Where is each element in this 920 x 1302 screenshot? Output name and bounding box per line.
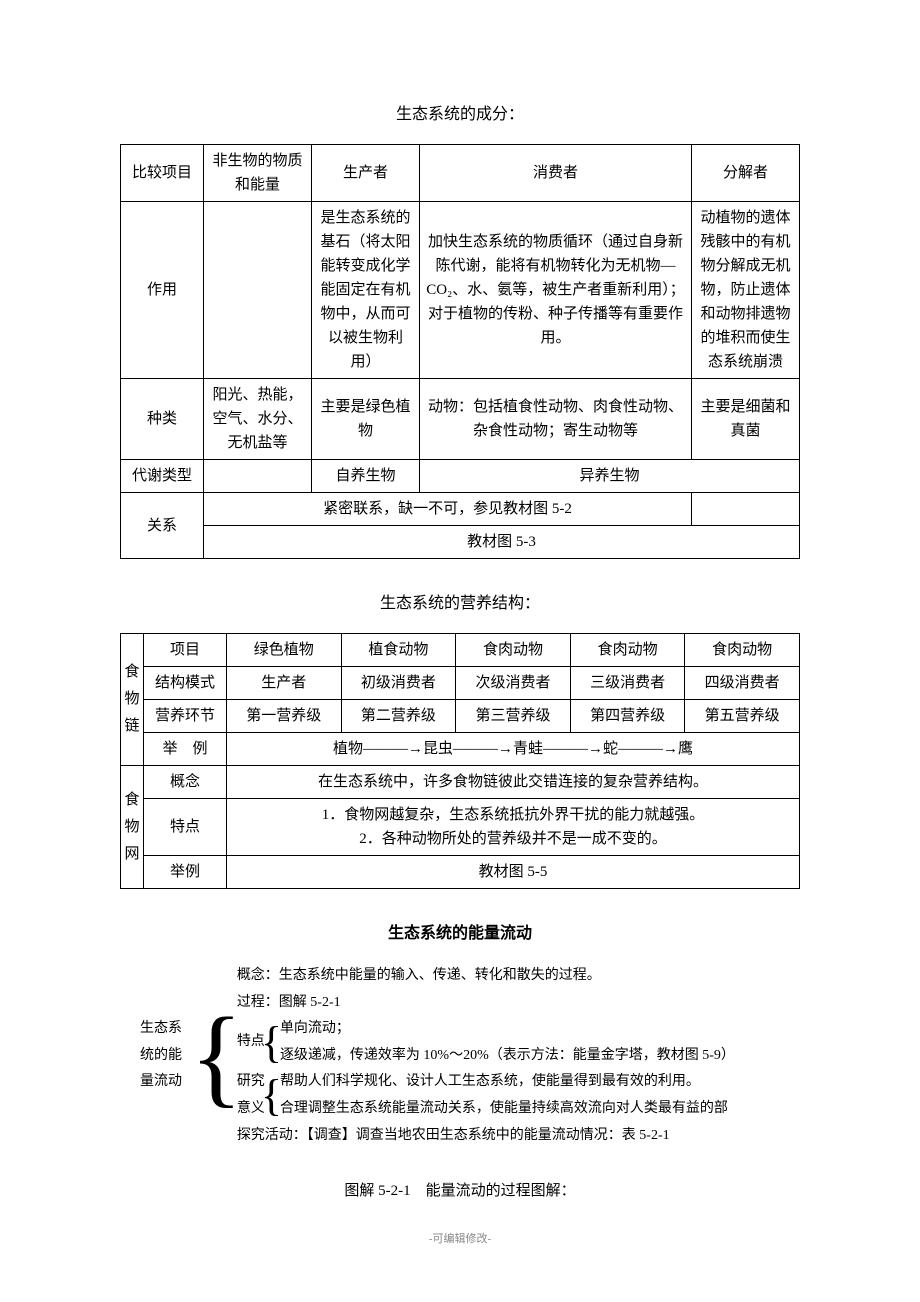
row-label: 特点 xyxy=(144,799,227,856)
row-label: 营养环节 xyxy=(144,700,227,733)
cell: 紧密联系，缺一不可，参见教材图 5-2 xyxy=(204,493,692,526)
row-label: 概念 xyxy=(144,766,227,799)
cell: 初级消费者 xyxy=(341,667,456,700)
row-type-label: 种类 xyxy=(121,379,204,460)
cell: 阳光、热能，空气、水分、无机盐等 xyxy=(204,379,312,460)
figure-caption: 图解 5-2-1 能量流动的过程图解： xyxy=(120,1179,800,1200)
nutrition-table: 食物链 项目 绿色植物 植食动物 食肉动物 食肉动物 食肉动物 结构模式 生产者… xyxy=(120,633,800,889)
cell: 主要是细菌和真菌 xyxy=(692,379,800,460)
cell xyxy=(692,493,800,526)
table-row: 关系 紧密联系，缺一不可，参见教材图 5-2 xyxy=(121,493,800,526)
header-abiotic: 非生物的物质和能量 xyxy=(204,145,312,202)
row-label: 举例 xyxy=(144,856,227,889)
row-role-label: 作用 xyxy=(121,202,204,379)
cell: 第二营养级 xyxy=(341,700,456,733)
row-metabolism-label: 代谢类型 xyxy=(121,460,204,493)
cell: 在生态系统中，许多食物链彼此交错连接的复杂营养结构。 xyxy=(227,766,800,799)
header-compare: 比较项目 xyxy=(121,145,204,202)
section1-title: 生态系统的成分： xyxy=(120,100,800,124)
footer-note: -可编辑修改- xyxy=(120,1230,800,1246)
row-relation-label: 关系 xyxy=(121,493,204,559)
cell: 加快生态系统的物质循环（通过自身新陈代谢，能将有机物转化为无机物—CO₂、水、氨… xyxy=(420,202,692,379)
table-row: 种类 阳光、热能，空气、水分、无机盐等 主要是绿色植物 动物：包括植食性动物、肉… xyxy=(121,379,800,460)
cell: 第四营养级 xyxy=(570,700,685,733)
cell: 动物：包括植食性动物、肉食性动物、杂食性动物；寄生动物等 xyxy=(420,379,692,460)
row-label: 结构模式 xyxy=(144,667,227,700)
outline-activity: 探究活动：【调查】调查当地农田生态系统中的能量流动情况：表 5-2-1 xyxy=(237,1123,735,1150)
feature-children: 单向流动； 逐级递减，传递效率为 10%～20%（表示方法：能量金字塔，教材图 … xyxy=(280,1016,735,1069)
cell: 植物———→昆虫———→青蛙———→蛇———→鹰 xyxy=(227,733,800,766)
feature-2: 逐级递减，传递效率为 10%～20%（表示方法：能量金字塔，教材图 5-9） xyxy=(280,1043,735,1070)
section3-title: 生态系统的能量流动 xyxy=(120,919,800,943)
cell: 教材图 5-3 xyxy=(204,526,800,559)
header: 食肉动物 xyxy=(456,634,571,667)
table-row: 结构模式 生产者 初级消费者 次级消费者 三级消费者 四级消费者 xyxy=(121,667,800,700)
page: 生态系统的成分： 比较项目 非生物的物质和能量 生产者 消费者 分解者 作用 是… xyxy=(0,0,920,1286)
table-row: 作用 是生态系统的基石（将太阳能转变成化学能固定在有机物中，从而可以被生物利用）… xyxy=(121,202,800,379)
outline-significance: 研究意义 { 帮助人们科学规化、设计人工生态系统，使能量得到最有效的利用。 合理… xyxy=(237,1069,735,1122)
children: 概念：生态系统中能量的输入、传递、转化和散失的过程。 过程：图解 5-2-1 特… xyxy=(237,963,735,1149)
sig-1: 帮助人们科学规化、设计人工生态系统，使能量得到最有效的利用。 xyxy=(280,1069,728,1096)
cell: 1．食物网越复杂，生态系统抵抗外界干扰的能力就越强。 2．各种动物所处的营养级并… xyxy=(227,799,800,856)
energy-flow-outline: 生态系统的能量流动 { 概念：生态系统中能量的输入、传递、转化和散失的过程。 过… xyxy=(140,963,780,1149)
table-row: 特点 1．食物网越复杂，生态系统抵抗外界干扰的能力就越强。 2．各种动物所处的营… xyxy=(121,799,800,856)
header-decomposer: 分解者 xyxy=(692,145,800,202)
significance-children: 帮助人们科学规化、设计人工生态系统，使能量得到最有效的利用。 合理调整生态系统能… xyxy=(280,1069,728,1122)
vlabel-food-chain: 食物链 xyxy=(121,634,144,766)
table-row: 食物网 概念 在生态系统中，许多食物链彼此交错连接的复杂营养结构。 xyxy=(121,766,800,799)
table-row: 代谢类型 自养生物 异养生物 xyxy=(121,460,800,493)
header-producer: 生产者 xyxy=(312,145,420,202)
row-label: 举 例 xyxy=(144,733,227,766)
table-row: 举 例 植物———→昆虫———→青蛙———→蛇———→鹰 xyxy=(121,733,800,766)
cell: 自养生物 xyxy=(312,460,420,493)
outline-process: 过程：图解 5-2-1 xyxy=(237,990,735,1017)
feature-line2: 2．各种动物所处的营养级并不是一成不变的。 xyxy=(233,827,793,851)
cell: 第五营养级 xyxy=(685,700,800,733)
outline-feature: 特点 { 单向流动； 逐级递减，传递效率为 10%～20%（表示方法：能量金字塔… xyxy=(237,1016,735,1069)
header: 植食动物 xyxy=(341,634,456,667)
components-table: 比较项目 非生物的物质和能量 生产者 消费者 分解者 作用 是生态系统的基石（将… xyxy=(120,144,800,559)
cell: 教材图 5-5 xyxy=(227,856,800,889)
table-row: 营养环节 第一营养级 第二营养级 第三营养级 第四营养级 第五营养级 xyxy=(121,700,800,733)
cell: 是生态系统的基石（将太阳能转变成化学能固定在有机物中，从而可以被生物利用） xyxy=(312,202,420,379)
cell xyxy=(204,460,312,493)
cell xyxy=(204,202,312,379)
table-row: 教材图 5-3 xyxy=(121,526,800,559)
feature-line1: 1．食物网越复杂，生态系统抵抗外界干扰的能力就越强。 xyxy=(233,803,793,827)
table-row: 食物链 项目 绿色植物 植食动物 食肉动物 食肉动物 食肉动物 xyxy=(121,634,800,667)
header-consumer: 消费者 xyxy=(420,145,692,202)
outline-root: 生态系统的能量流动 { 概念：生态系统中能量的输入、传递、转化和散失的过程。 过… xyxy=(140,963,780,1149)
feature-1: 单向流动； xyxy=(280,1016,735,1043)
outline-concept: 概念：生态系统中能量的输入、传递、转化和散失的过程。 xyxy=(237,963,735,990)
cell: 第一营养级 xyxy=(227,700,342,733)
cell: 生产者 xyxy=(227,667,342,700)
header: 绿色植物 xyxy=(227,634,342,667)
cell: 主要是绿色植物 xyxy=(312,379,420,460)
cell: 三级消费者 xyxy=(570,667,685,700)
cell: 四级消费者 xyxy=(685,667,800,700)
sig-2: 合理调整生态系统能量流动关系，使能量持续高效流向对人类最有益的部 xyxy=(280,1096,728,1123)
cell: 异养生物 xyxy=(420,460,800,493)
cell: 第三营养级 xyxy=(456,700,571,733)
header: 食肉动物 xyxy=(570,634,685,667)
table-row: 比较项目 非生物的物质和能量 生产者 消费者 分解者 xyxy=(121,145,800,202)
header: 食肉动物 xyxy=(685,634,800,667)
section2-title: 生态系统的营养结构： xyxy=(120,589,800,613)
table-row: 举例 教材图 5-5 xyxy=(121,856,800,889)
header-item: 项目 xyxy=(144,634,227,667)
cell: 次级消费者 xyxy=(456,667,571,700)
vlabel-food-web: 食物网 xyxy=(121,766,144,889)
cell: 动植物的遗体残骸中的有机物分解成无机物，防止遗体和动物排遗物的堆积而使生态系统崩… xyxy=(692,202,800,379)
